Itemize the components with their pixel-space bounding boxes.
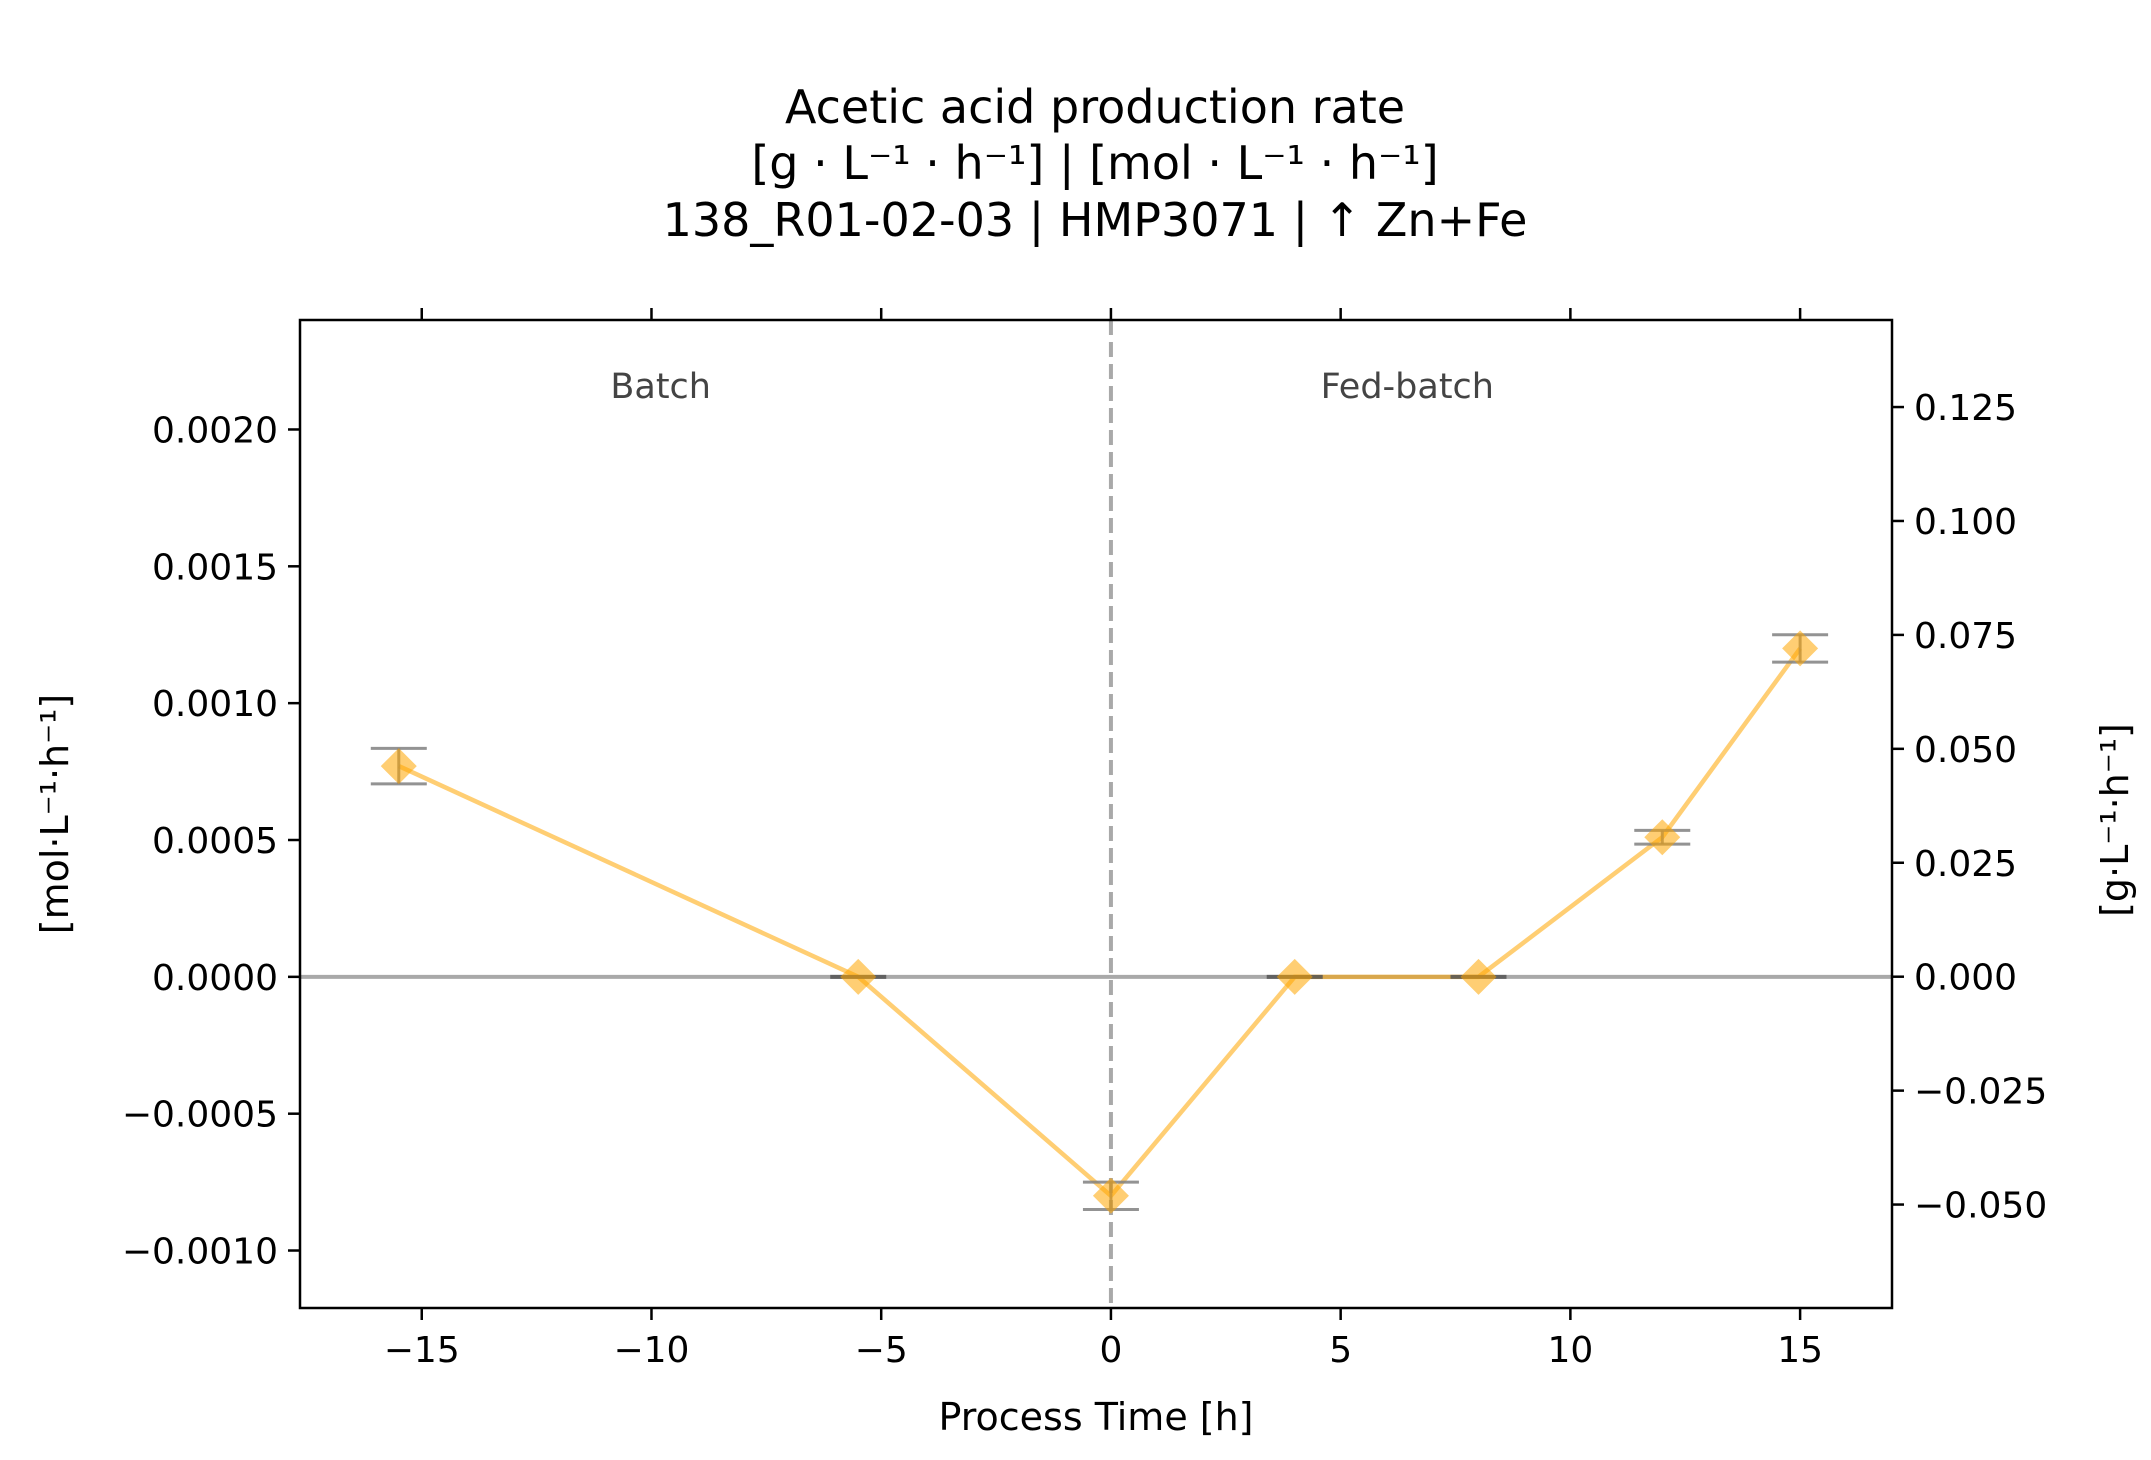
- y-right-tick-label: 0.050: [1914, 730, 2017, 771]
- y-axis-right: −0.050 −0.025 0.000 0.025 0.050 0.075 0.100 0.1…: [1892, 388, 2047, 1227]
- chart-title-line-2: [g · L⁻¹ · h⁻¹] | [mol · L⁻¹ · h⁻¹]: [751, 136, 1438, 191]
- x-axis-label: Process Time [h]: [938, 1395, 1253, 1439]
- x-tick-label: −15: [384, 1330, 460, 1371]
- x-tick-label: 5: [1329, 1330, 1352, 1371]
- y-left-tick-label: 0.0000: [152, 958, 278, 999]
- y-right-tick-label: 0.000: [1914, 958, 2017, 999]
- y-right-tick-label: 0.125: [1914, 388, 2017, 429]
- data-point: [1460, 958, 1497, 995]
- phase-label-0: Batch: [610, 367, 711, 407]
- x-tick-label: 0: [1099, 1330, 1122, 1371]
- chart-title-line-1: Acetic acid production rate: [785, 80, 1405, 134]
- y-right-tick-label: −0.025: [1914, 1072, 2047, 1113]
- plot-area: Batch Fed-batch: [300, 320, 1892, 1308]
- y-axis-left-label: [mol·L⁻¹·h⁻¹]: [33, 694, 77, 934]
- chart-title: Acetic acid production rate [g · L⁻¹ · h…: [663, 80, 1528, 248]
- data-point: [1276, 958, 1313, 995]
- data-point: [1092, 1177, 1129, 1214]
- y-right-tick-label: 0.100: [1914, 502, 2017, 543]
- y-left-tick-label: 0.0005: [152, 821, 278, 862]
- y-right-tick-label: −0.050: [1914, 1186, 2047, 1227]
- y-left-tick-label: 0.0020: [152, 410, 278, 451]
- x-axis: −15 −10 −5 0 5 10 15: [384, 1308, 1823, 1371]
- data-point: [1782, 630, 1819, 667]
- x-tick-label: −5: [855, 1330, 908, 1371]
- plot-frame: [298, 318, 1894, 1310]
- series-line-0: [397, 647, 1802, 1199]
- data-point: [840, 958, 877, 995]
- x-tick-label: −10: [613, 1330, 689, 1371]
- y-left-tick-label: 0.0015: [152, 547, 278, 588]
- phase-label-1: Fed-batch: [1321, 367, 1494, 407]
- data-point: [1644, 819, 1681, 856]
- chart-title-line-3: 138_R01-02-03 | HMP3071 | ↑ Zn+Fe: [663, 193, 1528, 248]
- y-right-tick-label: 0.025: [1914, 844, 2017, 885]
- x-tick-label: 10: [1547, 1330, 1593, 1371]
- x-axis-top-ticks: [420, 308, 1802, 320]
- y-left-tick-label: 0.0010: [152, 684, 278, 725]
- x-tick-label: 15: [1777, 1330, 1823, 1371]
- y-right-tick-label: 0.075: [1914, 616, 2017, 657]
- y-axis-right-label: [g·L⁻¹·h⁻¹]: [2093, 723, 2137, 917]
- data-point: [380, 748, 417, 785]
- y-left-tick-label: −0.0010: [122, 1232, 278, 1273]
- y-left-tick-label: −0.0005: [122, 1095, 278, 1136]
- y-axis-left: −0.0010 −0.0005 0.0000 0.0005 0.0010 0.0015 0.…: [122, 410, 300, 1273]
